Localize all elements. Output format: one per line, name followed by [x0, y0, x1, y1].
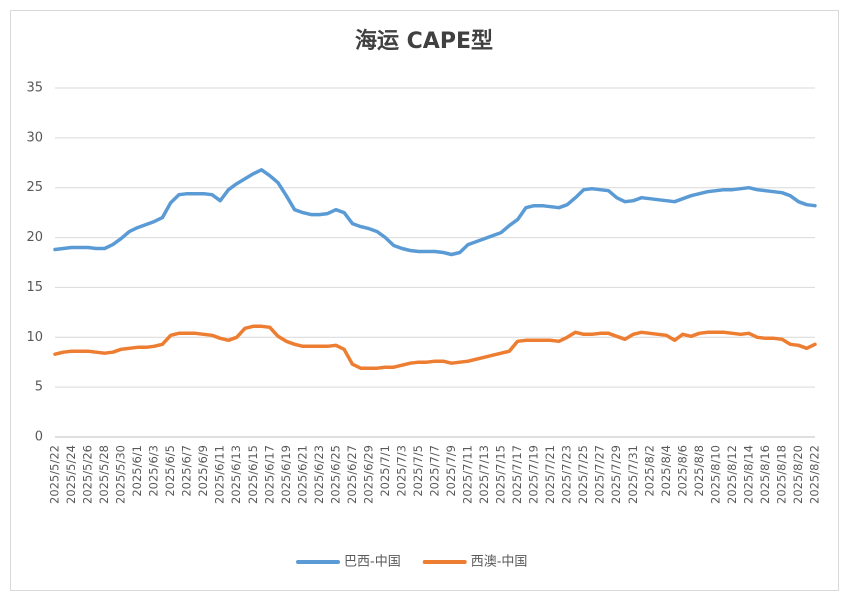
x-tick-label: 2025/7/21	[543, 445, 557, 504]
x-tick-label: 2025/8/20	[791, 445, 805, 504]
x-tick-label: 2025/6/29	[361, 445, 375, 504]
x-tick-label: 2025/6/5	[163, 445, 177, 497]
x-tick-label: 2025/8/2	[642, 445, 656, 497]
x-tick-label: 2025/7/11	[461, 445, 475, 504]
x-tick-label: 2025/7/19	[527, 445, 541, 504]
y-tick-label: 5	[35, 380, 43, 395]
x-tick-label: 2025/6/13	[229, 445, 243, 504]
y-tick-label: 20	[26, 230, 43, 245]
x-tick-label: 2025/6/25	[328, 445, 342, 504]
x-tick-label: 2025/5/22	[48, 445, 62, 504]
x-tick-label: 2025/8/16	[758, 445, 772, 504]
x-tick-label: 2025/6/7	[180, 445, 194, 497]
y-tick-label: 35	[26, 81, 43, 96]
x-tick-label: 2025/7/25	[576, 445, 590, 504]
series-line	[53, 168, 817, 257]
x-tick-label: 2025/6/3	[147, 445, 161, 497]
x-tick-label: 2025/6/27	[345, 445, 359, 504]
x-tick-label: 2025/7/15	[494, 445, 508, 504]
x-tick-label: 2025/6/17	[262, 445, 276, 504]
legend-label: 西澳-中国	[471, 554, 528, 570]
legend-label: 巴西-中国	[344, 555, 401, 570]
x-tick-label: 2025/8/6	[675, 445, 689, 497]
x-tick-label: 2025/7/29	[609, 445, 623, 504]
x-tick-label: 2025/7/3	[394, 445, 408, 497]
x-tick-label: 2025/6/19	[279, 445, 293, 504]
x-tick-label: 2025/6/21	[295, 445, 309, 504]
x-tick-label: 2025/7/5	[411, 445, 425, 497]
x-tick-label: 2025/6/9	[196, 445, 210, 497]
x-tick-label: 2025/7/31	[626, 445, 640, 504]
x-tick-label: 2025/6/15	[246, 445, 260, 504]
x-tick-label: 2025/8/18	[774, 445, 788, 504]
x-tick-label: 2025/7/13	[477, 445, 491, 504]
y-tick-label: 15	[26, 280, 43, 295]
y-tick-label: 25	[26, 180, 43, 195]
x-tick-label: 2025/5/28	[97, 445, 111, 504]
x-tick-label: 2025/6/1	[130, 445, 144, 497]
y-tick-label: 0	[35, 430, 43, 445]
x-tick-label: 2025/7/1	[378, 445, 392, 497]
x-tick-label: 2025/7/7	[428, 445, 442, 497]
x-tick-label: 2025/7/23	[560, 445, 574, 504]
x-tick-label: 2025/8/12	[725, 445, 739, 504]
x-tick-label: 2025/7/17	[510, 445, 524, 504]
series-line	[53, 324, 817, 370]
x-tick-label: 2025/5/30	[114, 445, 128, 504]
chart-frame	[10, 10, 839, 591]
x-tick-label: 2025/8/14	[741, 445, 755, 504]
x-tick-label: 2025/8/4	[659, 445, 673, 497]
x-tick-label: 2025/7/27	[593, 445, 607, 504]
x-tick-label: 2025/6/11	[213, 445, 227, 504]
chart-title: 海运 CAPE型	[355, 28, 493, 54]
y-tick-label: 10	[26, 330, 43, 345]
x-tick-label: 2025/5/24	[64, 445, 78, 504]
y-tick-label: 30	[26, 130, 43, 145]
x-tick-label: 2025/8/22	[808, 445, 822, 504]
x-tick-label: 2025/8/10	[708, 445, 722, 504]
x-tick-label: 2025/8/8	[692, 445, 706, 497]
x-tick-label: 2025/6/23	[312, 445, 326, 504]
x-tick-label: 2025/5/26	[81, 445, 95, 504]
x-tick-label: 2025/7/9	[444, 445, 458, 497]
